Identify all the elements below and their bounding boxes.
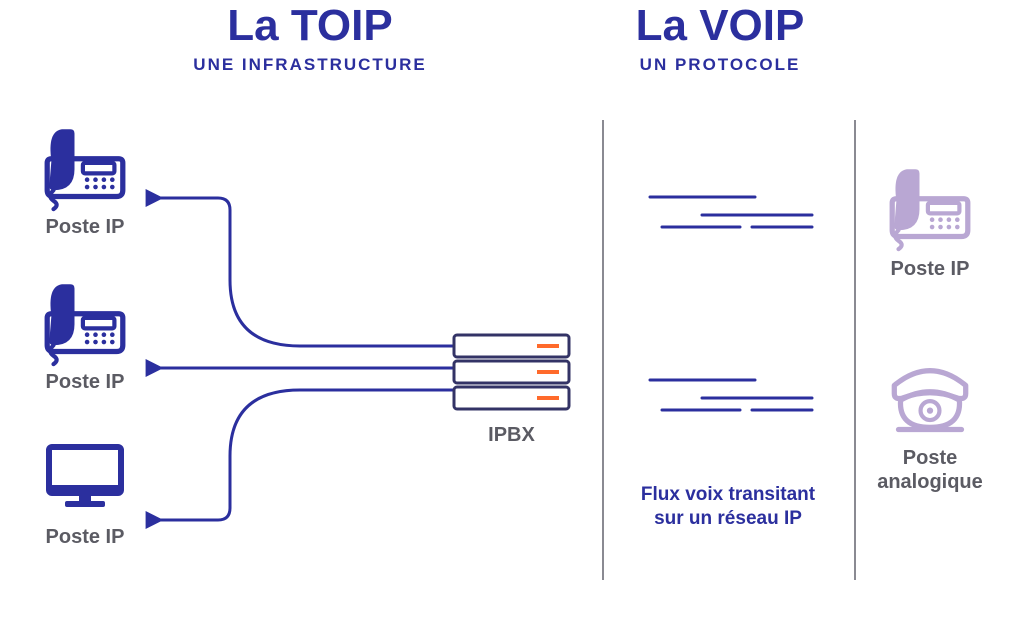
ipbx-label: IPBX bbox=[488, 424, 535, 446]
toip-subtitle: UNE INFRASTRUCTURE bbox=[193, 55, 426, 74]
monitor-icon bbox=[49, 447, 121, 507]
toip-endpoint-label: Poste IP bbox=[46, 216, 125, 238]
ipbx-icon bbox=[454, 335, 569, 409]
voip-endpoint-label: analogique bbox=[877, 471, 983, 493]
analog-phone-icon bbox=[894, 371, 965, 430]
voip-endpoint-label: Poste bbox=[903, 447, 957, 469]
voip-endpoint-label: Poste IP bbox=[891, 258, 970, 280]
voip-subtitle: UN PROTOCOLE bbox=[640, 55, 801, 74]
voip-flow-label: sur un réseau IP bbox=[654, 508, 802, 529]
toip-endpoint-label: Poste IP bbox=[46, 526, 125, 548]
voip-title: La VOIP bbox=[636, 1, 805, 50]
toip-connection bbox=[160, 198, 454, 346]
phone-icon bbox=[47, 284, 123, 364]
toip-connection bbox=[160, 390, 454, 520]
toip-title: La TOIP bbox=[227, 1, 392, 50]
phone-icon bbox=[47, 129, 123, 209]
voip-flow-label: Flux voix transitant bbox=[641, 484, 816, 505]
phone-icon bbox=[892, 169, 968, 249]
toip-endpoint-label: Poste IP bbox=[46, 371, 125, 393]
